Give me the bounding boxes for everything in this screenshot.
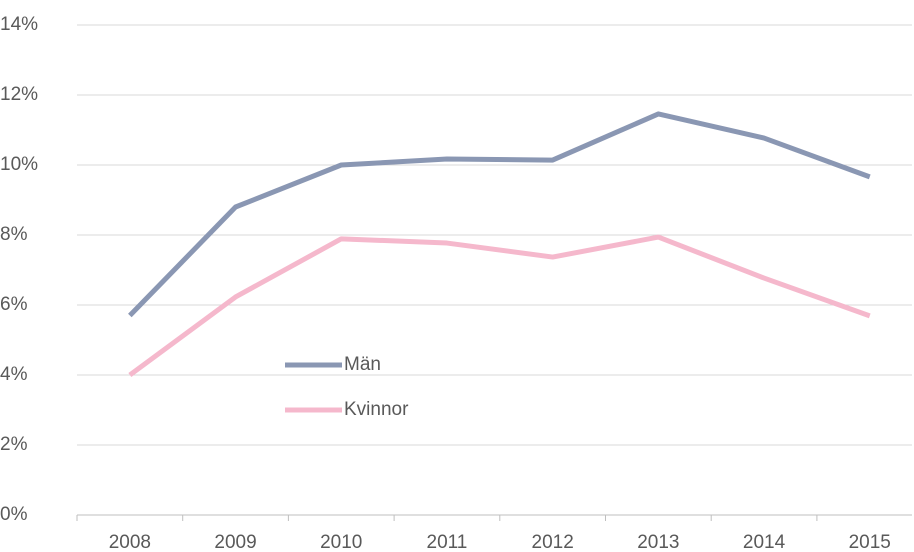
series-line — [128, 111, 871, 318]
y-tick-label: 2% — [0, 434, 28, 455]
series-line — [128, 234, 871, 378]
legend-label: Män — [344, 354, 381, 375]
x-tick-label: 2011 — [427, 532, 468, 552]
x-tick-label: 2013 — [637, 532, 679, 552]
legend-label: Kvinnor — [344, 399, 409, 420]
x-tick-label: 2012 — [532, 532, 574, 552]
y-tick-label: 14% — [0, 14, 38, 35]
y-tick-label: 4% — [0, 364, 28, 385]
y-tick-label: 10% — [0, 154, 38, 175]
x-tick-label: 2015 — [849, 532, 891, 552]
y-tick-label: 0% — [0, 504, 28, 525]
y-tick-label: 6% — [0, 294, 28, 315]
x-tick-label: 2008 — [109, 532, 151, 552]
y-tick-label: 12% — [0, 84, 38, 105]
x-tick-label: 2009 — [214, 532, 256, 552]
x-tick-label: 2014 — [743, 532, 786, 552]
x-tick-label: 2010 — [320, 532, 362, 552]
y-tick-label: 8% — [0, 224, 28, 245]
